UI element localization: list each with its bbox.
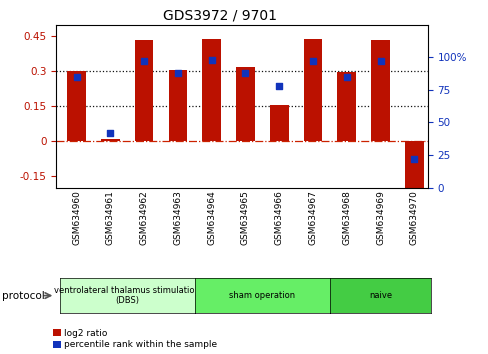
Text: GDS3972 / 9701: GDS3972 / 9701: [163, 9, 277, 23]
Bar: [370, 40, 389, 141]
Point: [174, 70, 182, 76]
Point: [241, 70, 249, 76]
Point: [376, 58, 384, 64]
Legend: log2 ratio, percentile rank within the sample: log2 ratio, percentile rank within the s…: [53, 329, 217, 349]
Bar: [236, 67, 254, 141]
Bar: [337, 73, 355, 141]
Bar: [101, 139, 120, 141]
Point: [308, 58, 316, 64]
Bar: [135, 40, 153, 141]
Bar: [303, 39, 322, 141]
Point: [106, 130, 114, 136]
Text: protocol: protocol: [2, 291, 45, 301]
Point: [72, 74, 80, 80]
Bar: [202, 39, 221, 141]
Point: [342, 74, 350, 80]
Point: [207, 57, 215, 63]
Text: naive: naive: [368, 291, 391, 300]
Point: [409, 156, 417, 162]
Bar: [168, 70, 187, 141]
Bar: [404, 141, 423, 189]
Text: sham operation: sham operation: [229, 291, 295, 300]
Bar: [269, 105, 288, 141]
Point: [140, 58, 148, 64]
Text: ventrolateral thalamus stimulation
(DBS): ventrolateral thalamus stimulation (DBS): [54, 286, 200, 305]
Point: [275, 83, 283, 89]
Bar: [67, 71, 85, 141]
